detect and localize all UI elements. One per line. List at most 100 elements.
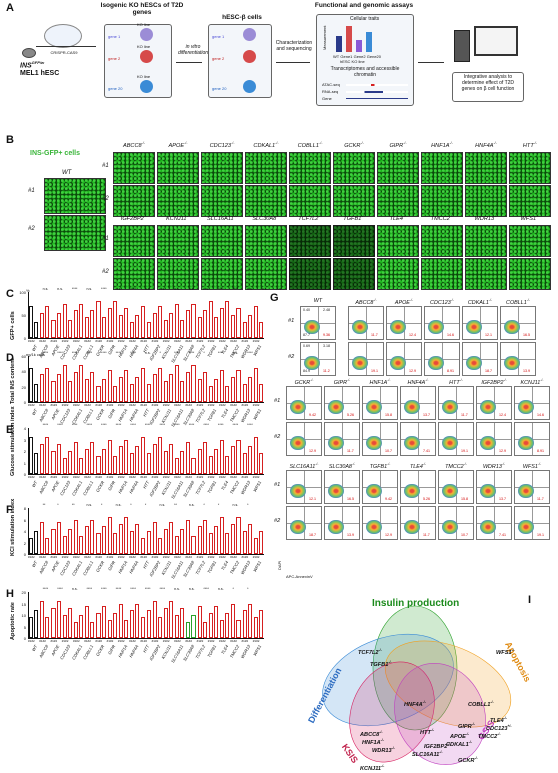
facs-title: KCNJ11-/-	[520, 378, 544, 386]
significance-label: ****	[42, 423, 49, 427]
hesc-dish-icon	[22, 48, 36, 58]
x-rep-label: #1#2	[252, 339, 260, 343]
bar	[242, 453, 247, 474]
bar	[146, 531, 151, 554]
bar	[146, 383, 151, 402]
cell-cloud	[290, 435, 306, 451]
bar	[175, 535, 180, 554]
significance-label: ****	[203, 587, 209, 591]
facs-title: CDKAL1-/-	[467, 298, 493, 306]
bar	[85, 448, 90, 474]
ko-cell-icon	[140, 80, 153, 93]
bar	[124, 619, 129, 638]
gene-label: APOE-/-	[168, 141, 188, 149]
ko-superscript: -/-	[387, 462, 391, 466]
bar	[253, 537, 258, 554]
q-value-red: 8.91	[537, 449, 544, 453]
bar	[118, 446, 123, 474]
bar	[163, 608, 168, 638]
significance-label: ****	[42, 351, 49, 355]
cell-cloud	[428, 355, 444, 371]
y-tick-label: 0	[23, 636, 26, 641]
bar	[225, 301, 230, 338]
bar	[191, 457, 196, 474]
bar	[213, 526, 219, 554]
significance-label: ****	[86, 587, 93, 591]
bar	[152, 521, 157, 554]
x-rep-label: #1#2	[241, 475, 249, 479]
bar	[45, 537, 50, 554]
ko-superscript: -/-	[490, 700, 494, 704]
x-rep-label: #1#2	[106, 555, 114, 559]
facs-title: WFS1-/-	[522, 462, 542, 470]
ko-superscript: -/-	[439, 750, 443, 754]
x-rep-label: #1#2	[50, 639, 58, 643]
arrow-icon	[418, 62, 444, 63]
significance-label: *	[217, 503, 220, 507]
gene-track	[346, 98, 408, 99]
ko-superscript: -/-	[540, 378, 544, 382]
facs-title: ABCC8-/-	[355, 298, 377, 306]
bar	[202, 519, 207, 554]
x-rep-label: #1#2	[39, 639, 46, 643]
q-value-red: 9.42	[309, 413, 316, 417]
y-tick-label: 20	[21, 590, 26, 595]
y-tick-label: 0	[23, 336, 26, 341]
bar	[208, 385, 213, 402]
x-rep-label: #1#2	[219, 475, 226, 479]
bar	[62, 457, 67, 474]
bar	[34, 383, 39, 402]
gene-label: COBLL1-/-	[297, 141, 323, 149]
ko-superscript: -/-	[449, 141, 453, 145]
x-rep-label: #1#2	[140, 339, 148, 343]
ko-micrograph	[113, 258, 155, 290]
bar	[180, 608, 185, 638]
x-rep-label: #1#2	[219, 555, 226, 559]
bar	[118, 524, 123, 554]
bar	[180, 528, 185, 554]
venn-gene: ABCC8-/-	[360, 730, 383, 738]
significance-label: n.s.	[188, 503, 195, 507]
cell-cloud	[366, 435, 382, 451]
x-rep-label: #1#2	[106, 475, 114, 479]
bar	[67, 381, 72, 402]
facs-title: TGFB1-/-	[369, 462, 391, 470]
rep-label: #2	[274, 518, 281, 524]
ko-micrograph	[201, 258, 243, 290]
rep-label: #1	[102, 236, 109, 242]
x-rep-label: #1#2	[241, 555, 249, 559]
annexin-label: APC-AnnexinV	[286, 574, 313, 579]
x-rep-label: #1#2	[72, 475, 80, 479]
bar	[152, 312, 157, 338]
bar	[202, 441, 207, 474]
x-rep-label: #1#2	[241, 639, 249, 643]
cell-cloud	[428, 319, 444, 335]
cell-cloud	[442, 483, 458, 499]
ko-superscript: -/-	[391, 746, 395, 750]
ko-superscript: -/-	[501, 462, 506, 466]
x-rep-label: #1#2	[50, 403, 58, 407]
ko-superscript: -/-	[422, 462, 427, 466]
venn-differentiation	[322, 633, 454, 727]
cell-cloud	[328, 399, 344, 415]
cell-cloud	[442, 519, 458, 535]
bar	[85, 605, 90, 638]
significance-label: n.s.	[261, 287, 268, 291]
gene-label: TCF7L2-/-	[298, 214, 322, 222]
ko-micrograph	[377, 225, 419, 257]
gene-label: GIPR-/-	[389, 141, 407, 149]
bar	[51, 451, 56, 474]
bar	[236, 369, 241, 402]
bar	[157, 367, 162, 402]
bar	[51, 528, 56, 554]
ko-micrograph	[289, 225, 331, 257]
x-rep-label: #1#2	[230, 555, 237, 559]
bar	[258, 531, 263, 554]
cell-cloud	[442, 435, 458, 451]
crispr-label: CRISPR-CAS9	[50, 50, 78, 55]
x-axis	[28, 338, 264, 339]
bar	[112, 455, 117, 474]
bar	[101, 526, 106, 554]
rep-label: #2	[28, 226, 35, 232]
bar	[202, 310, 207, 338]
